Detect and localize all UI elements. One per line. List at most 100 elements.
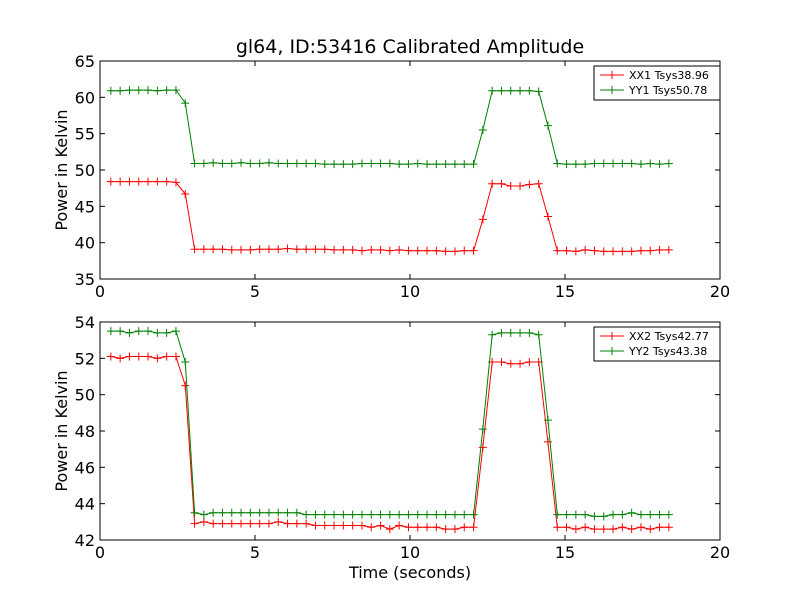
plot2-xtick-label: 15 <box>555 543 575 562</box>
plot2-series-1-point <box>246 519 255 528</box>
plot1-series-2-point <box>218 159 227 168</box>
plot2-series-2-point <box>181 357 190 366</box>
plot2-series-2-point <box>534 330 543 339</box>
plot2-xlabel: Time (seconds) <box>348 563 471 582</box>
plot1-series-1-point <box>562 246 571 255</box>
plot1-series-2-point <box>655 160 664 169</box>
plot1-series-2-point <box>367 159 376 168</box>
plot1-series-1-point <box>209 245 218 254</box>
plot1-series-1-point <box>144 177 153 186</box>
plot2-series-1-point <box>506 359 515 368</box>
plot2-series-1-point <box>478 443 487 452</box>
plot1-series-2-point <box>274 159 283 168</box>
plot1-ytick-label: 45 <box>75 197 95 216</box>
plot1-legend-label: YY1 Tsys50.78 <box>628 84 707 97</box>
plot1-series-2-point <box>395 160 404 169</box>
plot1-series-1-point <box>469 246 478 255</box>
plot1-series-1-point <box>506 181 515 190</box>
plot2-series-1-point <box>171 352 180 361</box>
plot2-series-1-point <box>181 381 190 390</box>
plot2-series-1-point <box>432 523 441 532</box>
plot1-series-1-point <box>450 247 459 256</box>
plot1-series-1-point <box>413 246 422 255</box>
plot1-series-2-point <box>432 160 441 169</box>
plot2-series-2-point <box>404 510 413 519</box>
plot1-series-2-point <box>199 159 208 168</box>
plot2-series-2-point <box>478 425 487 434</box>
plot2-series-1-point <box>590 525 599 534</box>
plot2-series-2-point <box>497 328 506 337</box>
plot1-series-1-point <box>237 245 246 254</box>
plot2-series-2-point <box>460 510 469 519</box>
plot2-series-1-point <box>292 519 301 528</box>
plot1-series-2-point <box>562 160 571 169</box>
plot1-series-2-point <box>506 86 515 95</box>
plot2-series-2-point <box>302 510 311 519</box>
plot2-series-2-point <box>190 508 199 517</box>
plot1-series-1-point <box>655 245 664 254</box>
plot2-series-2-point <box>488 330 497 339</box>
plot1-series-1-point <box>525 180 534 189</box>
plot1-series-1-point <box>376 245 385 254</box>
plot2-series-1-point <box>516 359 525 368</box>
plot1-series-1-point <box>292 245 301 254</box>
plot2-series-2-point <box>125 328 134 337</box>
plot2-series-2-point <box>292 508 301 517</box>
plot1-series-2-point <box>404 160 413 169</box>
plot2-series-1-point <box>153 354 162 363</box>
plot1-series-1-point <box>618 247 627 256</box>
plot2-series-2-point <box>274 508 283 517</box>
plot1-ylabel: Power in Kelvin <box>52 109 71 230</box>
plot2-series-2-point <box>664 510 673 519</box>
plot1-series-1-point <box>255 245 264 254</box>
plot1-series-2-point <box>246 159 255 168</box>
plot1-series-1-point <box>646 246 655 255</box>
plot2-series-1-point <box>227 519 236 528</box>
plot2-series-2-point <box>618 510 627 519</box>
plot2-series-2-point <box>441 510 450 519</box>
plot1-series-1-point <box>627 247 636 256</box>
plot1-series-2-point <box>627 159 636 168</box>
plot2-series-1-point <box>553 523 562 532</box>
plot2-series-2-point <box>209 508 218 517</box>
plot1-series-1-point <box>441 247 450 256</box>
plot2-series-1-point <box>320 521 329 530</box>
plot1-series-2-point <box>320 160 329 169</box>
plot1-series-2-point <box>636 160 645 169</box>
plot1-series-2-point <box>376 159 385 168</box>
plot2-series-1-point <box>609 525 618 534</box>
plot1-series-2-point <box>227 159 236 168</box>
plot1-series-2-point <box>469 160 478 169</box>
plot1-series-2-point <box>181 99 190 108</box>
plot2-legend-marker <box>608 332 616 340</box>
plot1-ytick-label: 50 <box>75 161 95 180</box>
plot1-series-2-point <box>357 159 366 168</box>
plot1-series-2-point <box>237 158 246 167</box>
plot2-series-1-point <box>106 352 115 361</box>
plot2-series-2-point <box>543 416 552 425</box>
plot1-series-2-point <box>190 159 199 168</box>
plot1-series-2-point <box>478 126 487 135</box>
plot2-series-2-point <box>106 327 115 336</box>
plot2-legend-box <box>593 326 721 362</box>
plot2-series-2-point <box>450 510 459 519</box>
plot2-series-2-point <box>413 510 422 519</box>
plot1-ytick-label: 55 <box>75 125 95 144</box>
plot1-series-2-point <box>571 160 580 169</box>
plot1-series-1-point <box>181 189 190 198</box>
plot1-series-1-point <box>320 245 329 254</box>
plot2-series-2-point <box>320 510 329 519</box>
plot1-series-1-point <box>609 247 618 256</box>
plot2-series-2-point <box>171 327 180 336</box>
plot1-series-1-point <box>171 178 180 187</box>
plot2-series-1-point <box>218 519 227 528</box>
plot2-ytick-label: 46 <box>75 458 95 477</box>
plot2-legend-marker <box>608 347 616 355</box>
plot2-series-1-point <box>162 352 171 361</box>
plot2-series-1-point <box>450 525 459 534</box>
plot1-series-1-point <box>125 177 134 186</box>
plot2-series-1-point <box>562 523 571 532</box>
plot1-ytick-label: 60 <box>75 88 95 107</box>
plot1-series-2-point <box>460 160 469 169</box>
